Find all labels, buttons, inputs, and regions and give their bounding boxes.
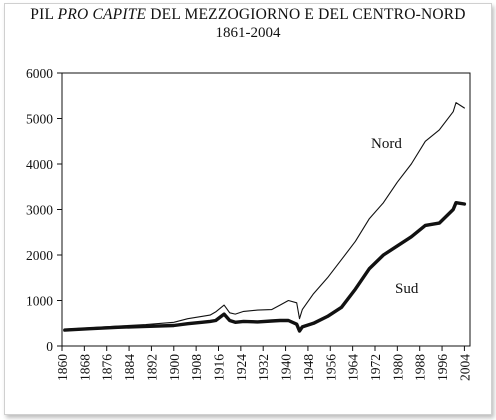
x-tick-label: 1940: [279, 354, 294, 381]
chart-series-labels: Nord Sud: [371, 136, 419, 297]
x-tick-label: 1980: [390, 354, 405, 381]
chart-title: PIL PRO CAPITE DEL MEZZOGIORNO E DEL CEN…: [0, 6, 496, 24]
series-label-nord: Nord: [371, 136, 402, 152]
x-tick-label: 1956: [323, 354, 338, 381]
plot-area-border: [61, 72, 471, 347]
title-suffix: DEL MEZZOGIORNO E DEL CENTRO-NORD: [150, 6, 466, 23]
x-tick-label: 1988: [413, 354, 428, 381]
x-tick-label: 1908: [189, 354, 204, 381]
title-italic: PRO CAPITE: [57, 6, 147, 23]
x-tick-label: 1884: [122, 354, 137, 381]
x-tick-label: 1964: [346, 354, 361, 381]
series-label-sud: Sud: [395, 281, 419, 297]
chart-series: [63, 102, 467, 333]
y-tick-label: 2000: [26, 248, 53, 263]
y-tick-label: 3000: [26, 203, 53, 218]
y-tick-label: 1000: [26, 294, 53, 309]
x-tick-label: 1868: [77, 354, 92, 381]
x-tick-label: 1916: [211, 354, 226, 381]
x-tick-label: 1996: [435, 354, 450, 381]
y-tick-label: 0: [46, 339, 53, 354]
chart-axes: [61, 72, 471, 347]
x-tick-label: 1860: [55, 354, 70, 381]
series-line-nord: [64, 102, 465, 330]
x-tick-label: 1900: [167, 354, 182, 381]
chart-subtitle: 1861-2004: [215, 25, 281, 41]
x-tick-label: 1932: [256, 354, 271, 381]
y-tick-label: 4000: [26, 157, 53, 172]
y-tick-label: 5000: [26, 112, 53, 127]
title-prefix: PIL: [30, 6, 54, 23]
y-tick-label: 6000: [26, 66, 53, 81]
x-tick-label: 1924: [234, 354, 249, 381]
x-tick-label: 1972: [368, 354, 383, 381]
x-tick-label: 1876: [100, 354, 115, 381]
x-tick-label: 1892: [144, 354, 159, 381]
x-tick-label: 2004: [457, 354, 472, 381]
series-line-sud: [63, 201, 467, 333]
x-tick-label: 1948: [301, 354, 316, 381]
chart-ticks: 0 1000 2000 3000 4000 5000 6000 1860 1868 1876 188…: [26, 66, 472, 381]
